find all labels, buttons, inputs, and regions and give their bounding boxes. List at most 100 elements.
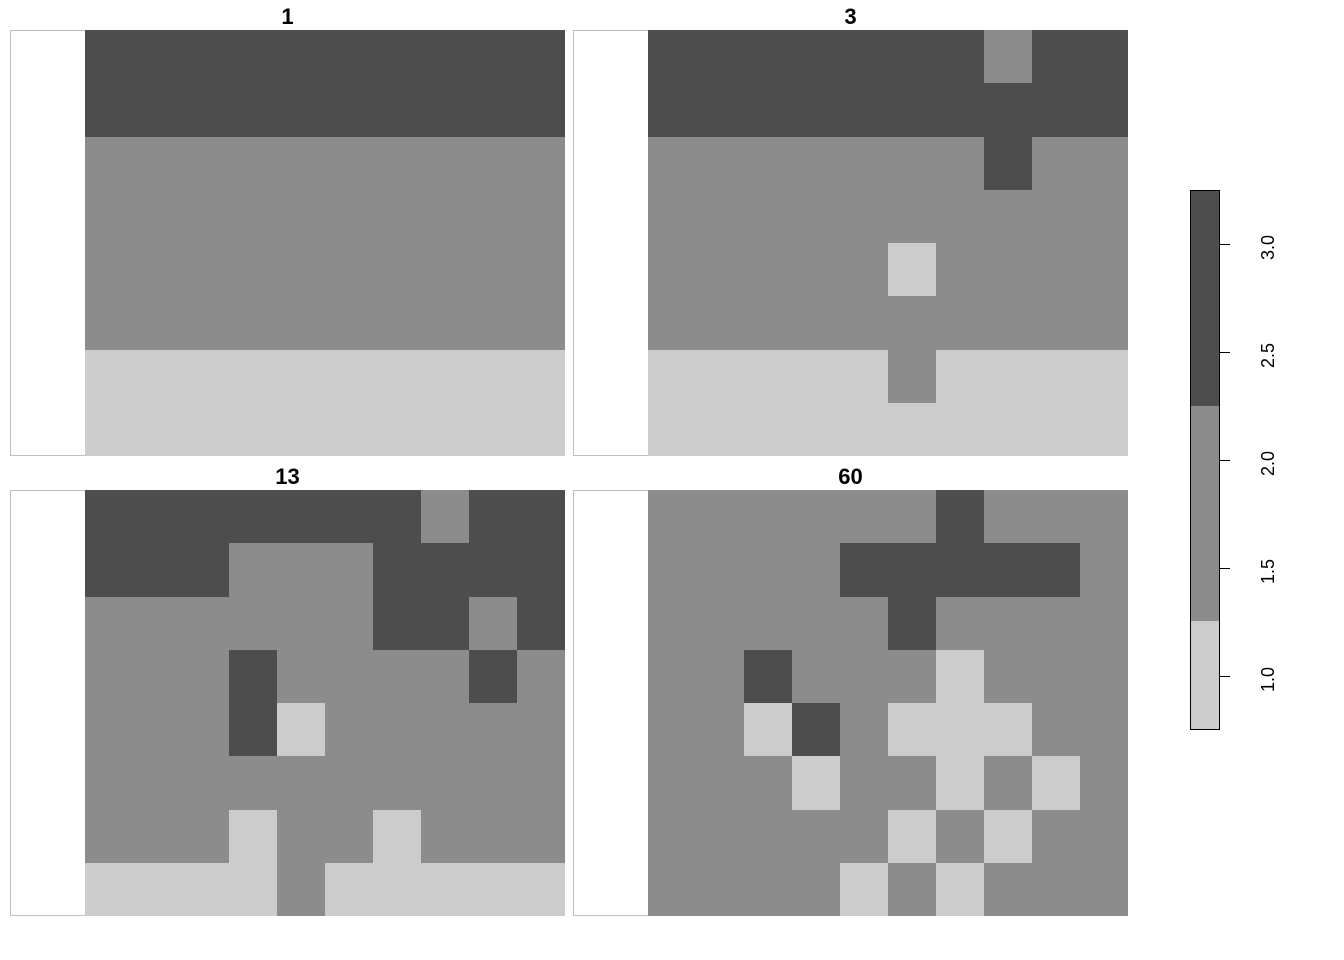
heatmap-cell <box>517 703 565 756</box>
legend: 3.02.52.01.51.0 <box>1190 190 1280 730</box>
heatmap-cell <box>517 490 565 543</box>
heatmap-cell <box>1080 403 1128 456</box>
heatmap-cell <box>840 190 888 243</box>
heatmap-cell <box>277 703 325 756</box>
heatmap-cell <box>85 490 133 543</box>
heatmap-cell <box>936 83 984 136</box>
heatmap-cell <box>517 30 565 83</box>
heatmap-cell <box>325 350 373 403</box>
heatmap-cell <box>421 703 469 756</box>
heatmap-cell <box>1032 756 1080 809</box>
heatmap-cell <box>133 810 181 863</box>
heatmap-cell <box>1032 810 1080 863</box>
heatmap-cell <box>792 137 840 190</box>
heatmap-cell <box>181 490 229 543</box>
heatmap-cell <box>1080 650 1128 703</box>
heatmap-cell <box>936 137 984 190</box>
heatmap-cell <box>696 296 744 349</box>
heatmap-cell <box>517 810 565 863</box>
heatmap-cell <box>1032 703 1080 756</box>
heatmap-cell <box>984 650 1032 703</box>
heatmap-cell <box>648 490 696 543</box>
heatmap-cell <box>888 863 936 916</box>
heatmap-cell <box>648 756 696 809</box>
heatmap-cell <box>133 83 181 136</box>
heatmap-cell <box>133 597 181 650</box>
heatmap-cell <box>277 243 325 296</box>
figure-stage: 1313603.02.52.01.51.0 <box>0 0 1344 960</box>
heatmap-cell <box>325 543 373 596</box>
heatmap-cell <box>936 490 984 543</box>
legend-colorbar-segment <box>1191 621 1219 729</box>
heatmap-cell <box>229 243 277 296</box>
heatmap-cell <box>133 137 181 190</box>
heatmap-cell <box>229 296 277 349</box>
heatmap-cell <box>840 597 888 650</box>
heatmap-cell <box>984 137 1032 190</box>
heatmap-cell <box>325 137 373 190</box>
heatmap-cell <box>277 30 325 83</box>
heatmap-cell <box>696 650 744 703</box>
heatmap-cell <box>1080 83 1128 136</box>
panel-title: 60 <box>573 464 1128 490</box>
heatmap-cell <box>1032 83 1080 136</box>
heatmap-cell <box>133 863 181 916</box>
heatmap-cell <box>792 350 840 403</box>
heatmap-cell <box>936 756 984 809</box>
heatmap-cell <box>792 190 840 243</box>
heatmap-cell <box>373 83 421 136</box>
heatmap-cell <box>1032 190 1080 243</box>
heatmap-cell <box>133 30 181 83</box>
heatmap-cell <box>85 703 133 756</box>
heatmap-cell <box>792 243 840 296</box>
heatmap-cell <box>840 137 888 190</box>
heatmap-cell <box>133 403 181 456</box>
heatmap-cell <box>373 350 421 403</box>
heatmap-cell <box>85 137 133 190</box>
heatmap-cell <box>792 756 840 809</box>
heatmap-cell <box>277 543 325 596</box>
heatmap-cell <box>421 83 469 136</box>
heatmap-cell <box>373 543 421 596</box>
heatmap-cell <box>696 490 744 543</box>
heatmap-cell <box>469 30 517 83</box>
heatmap-cell <box>936 810 984 863</box>
heatmap-cell <box>277 490 325 543</box>
heatmap-cell <box>517 137 565 190</box>
heatmap-cell <box>517 350 565 403</box>
heatmap-cell <box>840 756 888 809</box>
heatmap-cell <box>133 703 181 756</box>
heatmap-cell <box>744 863 792 916</box>
legend-colorbar-segment <box>1191 191 1219 406</box>
heatmap-cell <box>696 350 744 403</box>
heatmap-cell <box>648 83 696 136</box>
heatmap-cell <box>85 83 133 136</box>
heatmap-cell <box>469 650 517 703</box>
heatmap-cell <box>1032 137 1080 190</box>
heatmap-cell <box>696 810 744 863</box>
heatmap-cell <box>840 490 888 543</box>
heatmap-cell <box>984 296 1032 349</box>
heatmap-cell <box>888 137 936 190</box>
heatmap-cell <box>984 403 1032 456</box>
heatmap-cell <box>1032 403 1080 456</box>
heatmap-cell <box>792 810 840 863</box>
heatmap-cell <box>181 350 229 403</box>
heatmap-cell <box>517 650 565 703</box>
heatmap-cell <box>1032 30 1080 83</box>
heatmap-cell <box>469 190 517 243</box>
heatmap-cell <box>229 30 277 83</box>
heatmap-cell <box>1080 243 1128 296</box>
heatmap-cell <box>421 296 469 349</box>
heatmap-cell <box>696 863 744 916</box>
heatmap-cell <box>181 703 229 756</box>
heatmap-cell <box>792 403 840 456</box>
heatmap-cell <box>984 703 1032 756</box>
heatmap-cell <box>744 810 792 863</box>
heatmap-cell <box>888 30 936 83</box>
heatmap-cell <box>1080 190 1128 243</box>
heatmap-cell <box>373 650 421 703</box>
heatmap-cell <box>421 190 469 243</box>
heatmap-cell <box>325 296 373 349</box>
heatmap-cell <box>1080 350 1128 403</box>
